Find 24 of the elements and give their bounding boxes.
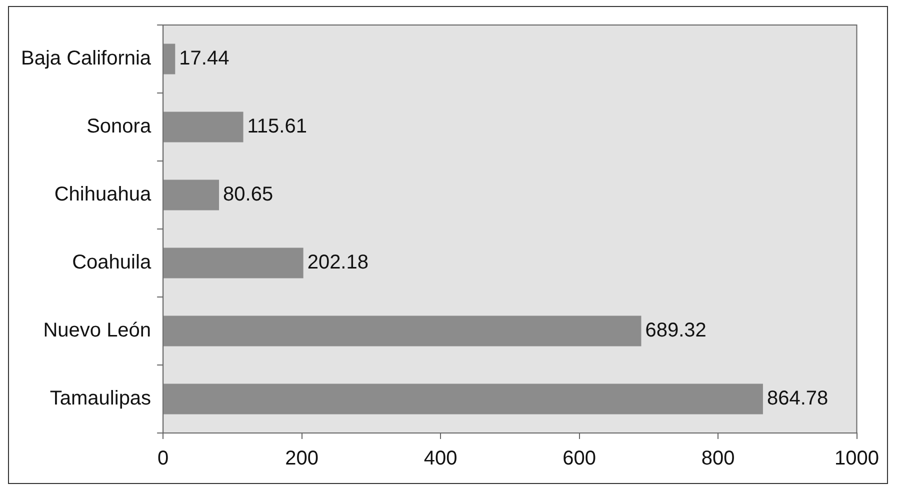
y-tick-label: Baja California: [20, 48, 152, 70]
y-tick-label: Sonora: [86, 116, 152, 138]
x-tick-label: 400: [424, 448, 458, 470]
y-tick-label: Coahuila: [72, 252, 152, 274]
x-tick-label: 800: [701, 448, 735, 470]
data-label: 17.44: [179, 48, 230, 70]
data-label: 115.61: [247, 116, 307, 138]
data-label: 80.65: [223, 184, 274, 206]
data-label: 689.32: [645, 320, 706, 342]
bar: [164, 384, 763, 414]
bar: [164, 44, 176, 74]
y-tick-label: Chihuahua: [54, 184, 152, 206]
y-tick-label: Tamaulipas: [50, 388, 152, 410]
x-tick-label: 600: [562, 448, 596, 470]
bar: [164, 316, 642, 346]
x-tick-label: 200: [285, 448, 318, 470]
data-label: 202.18: [307, 252, 368, 274]
y-tick-label: Nuevo León: [43, 320, 152, 342]
x-tick-label: 0: [158, 448, 169, 470]
bar: [164, 248, 304, 278]
bar: [164, 180, 220, 210]
x-tick-label: 1000: [834, 448, 880, 470]
bar: [164, 112, 244, 142]
data-label: 864.78: [766, 388, 828, 410]
